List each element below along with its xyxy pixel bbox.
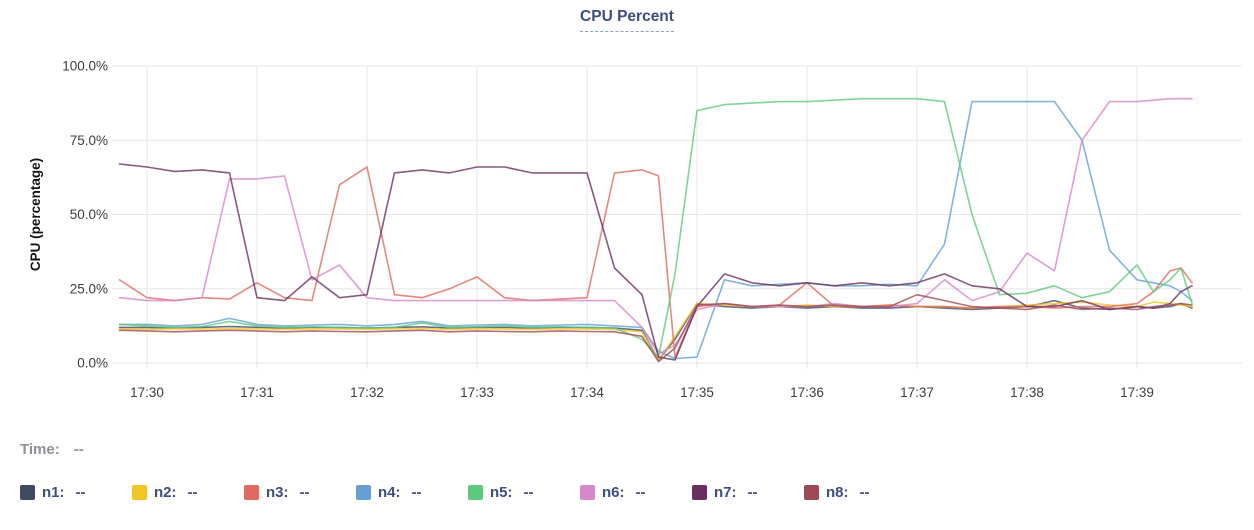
legend-label-n4: n4:	[378, 484, 401, 501]
legend-item-n2[interactable]: n2: --	[132, 484, 244, 501]
series-lines	[118, 97, 1193, 363]
series-line-n2	[118, 301, 1193, 361]
y-tick-50: 50.0%	[70, 207, 108, 222]
panel-header: CPU Percent	[0, 8, 1254, 32]
x-tick-1737: 17:37	[900, 385, 934, 400]
y-tick-100: 100.0%	[62, 59, 108, 74]
legend-swatch-n8	[804, 485, 819, 500]
x-tick-1730: 17:30	[130, 385, 164, 400]
legend-swatch-n6	[580, 485, 595, 500]
x-tick-1731: 17:31	[240, 385, 274, 400]
legend-value-n6: --	[635, 484, 646, 501]
legend-label-n8: n8:	[826, 484, 849, 501]
time-row: Time: --	[20, 441, 84, 458]
legend-item-n4[interactable]: n4: --	[356, 484, 468, 501]
legend-swatch-n5	[468, 485, 483, 500]
x-tick-1733: 17:33	[460, 385, 494, 400]
legend-item-n3[interactable]: n3: --	[244, 484, 356, 501]
series-line-n7	[118, 163, 1193, 361]
series-line-n8	[118, 293, 1193, 363]
y-tick-0: 0.0%	[77, 356, 108, 371]
legend-item-n5[interactable]: n5: --	[468, 484, 580, 501]
legend-swatch-n2	[132, 485, 147, 500]
x-tick-1732: 17:32	[350, 385, 384, 400]
y-axis-title: CPU (percentage)	[28, 158, 43, 271]
v-gridlines	[146, 66, 1138, 369]
series-line-n6	[118, 97, 1193, 355]
legend-label-n1: n1:	[42, 484, 65, 501]
legend-value-n1: --	[75, 484, 86, 501]
legend-value-n4: --	[411, 484, 422, 501]
legend-label-n5: n5:	[490, 484, 513, 501]
x-tick-1736: 17:36	[790, 385, 824, 400]
legend: n1: -- n2: -- n3: -- n4: -- n5: -- n6:	[20, 484, 916, 501]
legend-swatch-n4	[356, 485, 371, 500]
h-gridlines	[112, 65, 1242, 364]
x-tick-1739: 17:39	[1120, 385, 1154, 400]
x-tick-1734: 17:34	[570, 385, 604, 400]
legend-label-n6: n6:	[602, 484, 625, 501]
legend-label-n2: n2:	[154, 484, 177, 501]
legend-item-n1[interactable]: n1: --	[20, 484, 132, 501]
legend-swatch-n3	[244, 485, 259, 500]
x-tick-1735: 17:35	[680, 385, 714, 400]
series-line-n3	[118, 166, 1193, 358]
legend-swatch-n1	[20, 485, 35, 500]
x-tick-1738: 17:38	[1010, 385, 1044, 400]
legend-value-n7: --	[747, 484, 758, 501]
y-tick-25: 25.0%	[70, 281, 108, 296]
legend-label-n3: n3:	[266, 484, 289, 501]
legend-value-n3: --	[299, 484, 310, 501]
chart-svg[interactable]: 100.0% 75.0% 50.0% 25.0% 0.0% 17:30 17:3…	[0, 0, 1254, 430]
time-label: Time:	[20, 441, 60, 458]
legend-item-n7[interactable]: n7: --	[692, 484, 804, 501]
legend-item-n8[interactable]: n8: --	[804, 484, 916, 501]
y-tick-75: 75.0%	[70, 133, 108, 148]
legend-value-n2: --	[187, 484, 198, 501]
legend-value-n5: --	[523, 484, 534, 501]
legend-label-n7: n7:	[714, 484, 737, 501]
series-line-n5	[118, 97, 1193, 358]
legend-value-n8: --	[859, 484, 870, 501]
time-value: --	[73, 441, 84, 458]
legend-item-n6[interactable]: n6: --	[580, 484, 692, 501]
panel-title[interactable]: CPU Percent	[580, 8, 674, 32]
legend-swatch-n7	[692, 485, 707, 500]
